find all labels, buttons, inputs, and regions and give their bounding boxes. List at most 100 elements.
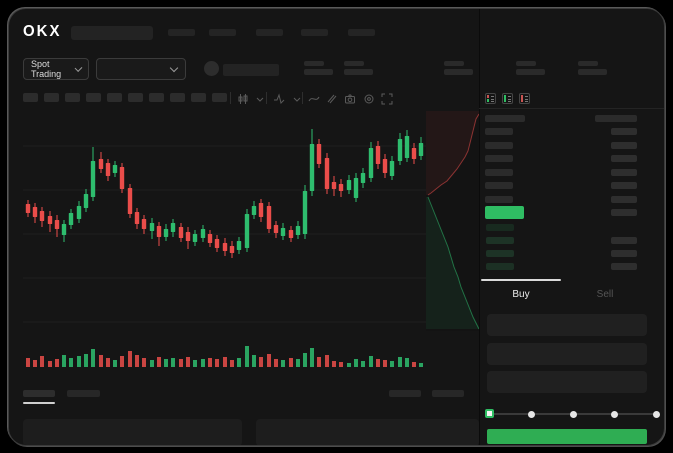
candle-body bbox=[266, 206, 272, 229]
expand-icon[interactable] bbox=[381, 92, 393, 105]
volume-bar bbox=[69, 358, 73, 367]
last-price-highlight[interactable] bbox=[485, 206, 524, 219]
candles-icon[interactable] bbox=[237, 92, 249, 104]
toolbar-chip-placeholder[interactable] bbox=[128, 93, 143, 102]
bid-price-placeholder[interactable] bbox=[486, 250, 514, 257]
ask-price-placeholder[interactable] bbox=[485, 142, 513, 149]
toolbar-chip-placeholder[interactable] bbox=[65, 93, 80, 102]
toolbar-chip-placeholder[interactable] bbox=[149, 93, 164, 102]
settings-icon[interactable] bbox=[363, 92, 375, 104]
slider-step-dot[interactable] bbox=[527, 410, 535, 418]
volume-bar bbox=[48, 361, 52, 367]
trendline-icon[interactable] bbox=[308, 92, 320, 104]
bid-price-placeholder[interactable] bbox=[486, 224, 514, 231]
volume-bar bbox=[62, 355, 66, 367]
candle-body bbox=[273, 225, 279, 233]
toolbar-chip-placeholder[interactable] bbox=[23, 93, 38, 102]
book-asks-icon[interactable] bbox=[519, 93, 530, 104]
indicator-icon[interactable] bbox=[273, 92, 285, 104]
camera-icon[interactable] bbox=[344, 92, 356, 104]
toolbar-chip-placeholder[interactable] bbox=[86, 93, 101, 102]
candle-body bbox=[39, 211, 45, 221]
chevron-down-icon[interactable] bbox=[291, 92, 303, 104]
chevron-down-icon[interactable] bbox=[254, 92, 266, 104]
candle-body bbox=[397, 139, 403, 161]
stat-value-placeholder bbox=[516, 69, 545, 75]
icon-line bbox=[525, 101, 528, 102]
stat-label-placeholder bbox=[444, 61, 464, 66]
ask-price-placeholder[interactable] bbox=[485, 196, 513, 203]
candle-body bbox=[68, 213, 74, 225]
tab-buy[interactable]: Buy bbox=[512, 289, 530, 300]
bid-price-placeholder[interactable] bbox=[486, 237, 514, 244]
candle-body bbox=[375, 146, 381, 164]
toolbar-chip-placeholder[interactable] bbox=[191, 93, 206, 102]
candle-body bbox=[288, 230, 294, 238]
buy-submit-button[interactable] bbox=[487, 429, 647, 444]
ask-price-placeholder[interactable] bbox=[485, 182, 513, 189]
ask-price-placeholder[interactable] bbox=[485, 169, 513, 176]
volume-bar bbox=[317, 357, 321, 367]
parallel-lines-icon[interactable] bbox=[326, 92, 338, 104]
toolbar-chip-placeholder[interactable] bbox=[212, 93, 227, 102]
candle-body bbox=[200, 229, 206, 238]
volume-bar bbox=[267, 354, 271, 367]
depth-chart[interactable] bbox=[426, 111, 480, 331]
pair-selector[interactable] bbox=[96, 58, 186, 80]
icon-line bbox=[508, 96, 511, 97]
candle-body bbox=[411, 148, 417, 159]
ask-price-placeholder[interactable] bbox=[485, 128, 513, 135]
candle-body bbox=[61, 224, 67, 235]
tab-sell[interactable]: Sell bbox=[596, 289, 614, 300]
slider-handle[interactable] bbox=[485, 409, 494, 418]
volume-bar bbox=[223, 357, 227, 367]
bid-amount-placeholder bbox=[611, 250, 637, 257]
bottom-tab-placeholder[interactable] bbox=[23, 390, 55, 397]
bottom-tab-placeholder[interactable] bbox=[67, 390, 100, 397]
okx-trading-app: OKX Spot Trading Buy Se bbox=[8, 8, 665, 446]
nav-item-placeholder[interactable] bbox=[168, 29, 195, 36]
nav-item-placeholder[interactable] bbox=[348, 29, 375, 36]
toolbar-chip-placeholder[interactable] bbox=[107, 93, 122, 102]
volume-bar bbox=[252, 355, 256, 367]
volume-bar bbox=[354, 359, 358, 367]
book-both-icon[interactable] bbox=[485, 93, 496, 104]
slider-step-dot[interactable] bbox=[652, 410, 660, 418]
icon-line bbox=[525, 98, 528, 100]
order-form-field[interactable] bbox=[487, 314, 647, 336]
slider-step-dot[interactable] bbox=[569, 410, 577, 418]
candle-body bbox=[90, 161, 96, 197]
icon-line bbox=[508, 98, 511, 100]
bid-price-placeholder[interactable] bbox=[486, 263, 514, 270]
volume-bar bbox=[55, 359, 59, 367]
nav-item-placeholder[interactable] bbox=[256, 29, 283, 36]
search-placeholder[interactable] bbox=[71, 26, 153, 40]
volume-bar bbox=[99, 355, 103, 367]
toolbar-chip-placeholder[interactable] bbox=[170, 93, 185, 102]
order-form-field[interactable] bbox=[487, 343, 647, 365]
bottom-action-placeholder[interactable] bbox=[389, 390, 421, 397]
market-type-selector[interactable]: Spot Trading bbox=[23, 58, 89, 80]
toolbar-divider bbox=[302, 92, 303, 104]
bottom-tab-underline bbox=[23, 402, 55, 404]
nav-item-placeholder[interactable] bbox=[209, 29, 236, 36]
orderbook-panel bbox=[479, 9, 664, 445]
volume-bar bbox=[339, 362, 343, 367]
book-both-icon-mark bbox=[487, 95, 489, 98]
toolbar-chip-placeholder[interactable] bbox=[44, 93, 59, 102]
candle-body bbox=[236, 241, 242, 250]
book-bids-icon[interactable] bbox=[502, 93, 513, 104]
nav-item-placeholder[interactable] bbox=[301, 29, 328, 36]
volume-bar bbox=[40, 356, 44, 367]
candle-body bbox=[353, 178, 359, 198]
stat-value-placeholder bbox=[344, 69, 373, 75]
order-form-field[interactable] bbox=[487, 371, 647, 393]
volume-bar bbox=[310, 348, 314, 367]
candlestick-chart[interactable] bbox=[23, 109, 435, 381]
candle-body bbox=[331, 182, 337, 189]
slider-step-dot[interactable] bbox=[610, 410, 618, 418]
bottom-action-placeholder[interactable] bbox=[432, 390, 464, 397]
ask-price-placeholder[interactable] bbox=[485, 155, 513, 162]
pair-avatar bbox=[204, 61, 219, 76]
volume-bar bbox=[412, 362, 416, 367]
